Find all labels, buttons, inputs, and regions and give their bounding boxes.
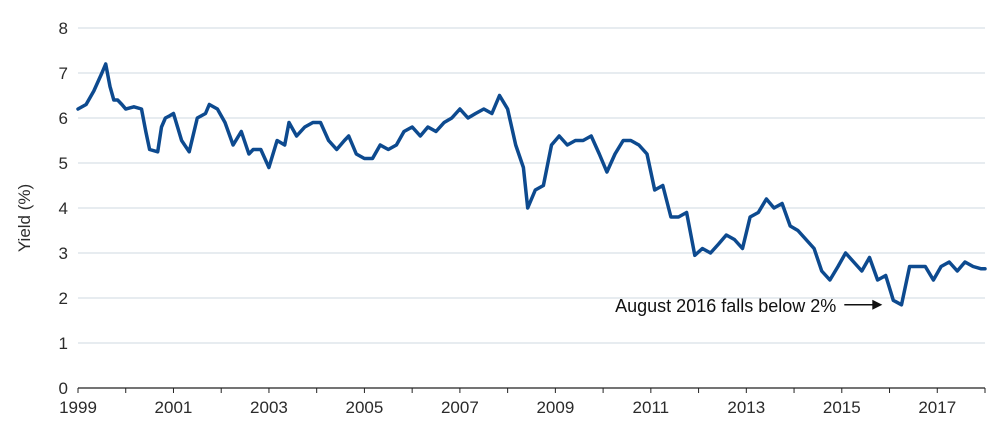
y-tick-label: 4 xyxy=(59,199,68,218)
x-tick-label: 2003 xyxy=(250,398,288,417)
gridlines xyxy=(78,27,985,344)
y-axis-title: Yield (%) xyxy=(15,184,34,252)
y-tick-label: 8 xyxy=(59,19,68,38)
axes xyxy=(77,387,986,393)
y-tick-label: 3 xyxy=(59,244,68,263)
x-tick-label: 2009 xyxy=(536,398,574,417)
y-tick-label: 2 xyxy=(59,289,68,308)
x-tick-label: 2013 xyxy=(727,398,765,417)
annotation: August 2016 falls below 2% xyxy=(615,296,883,316)
yield-series-line xyxy=(76,62,987,307)
annotation-arrow-head xyxy=(872,299,883,310)
y-tick-label: 5 xyxy=(59,154,68,173)
x-tick-label: 2017 xyxy=(918,398,956,417)
x-tick-label: 2001 xyxy=(155,398,193,417)
series-layer xyxy=(76,62,987,307)
x-tick-label: 2005 xyxy=(346,398,384,417)
x-tick-label: 2007 xyxy=(441,398,479,417)
y-tick-label: 0 xyxy=(59,379,68,398)
y-tick-label: 1 xyxy=(59,334,68,353)
annotation-label: August 2016 falls below 2% xyxy=(615,296,836,316)
x-tick-label: 2011 xyxy=(633,398,670,417)
x-tick-label: 2015 xyxy=(823,398,861,417)
x-tick-label: 1999 xyxy=(59,398,97,417)
tick-labels: 0 1 2 3 4 5 6 7 8 1999 2001 2003 2005 2007 2009 2011 201… xyxy=(59,19,957,417)
y-tick-label: 6 xyxy=(59,109,68,128)
y-tick-label: 7 xyxy=(59,64,68,83)
